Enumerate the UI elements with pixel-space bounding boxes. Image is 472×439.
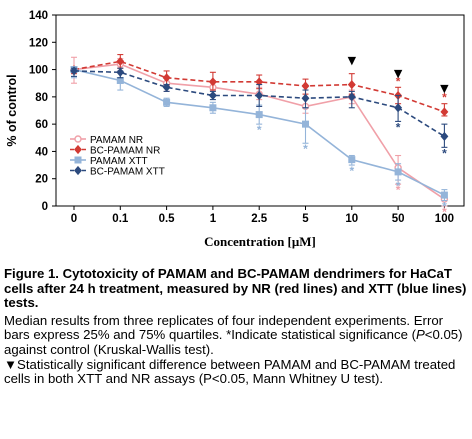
data-point	[301, 81, 310, 91]
significance-asterisk: *	[257, 123, 262, 137]
data-point	[162, 82, 171, 92]
data-point	[348, 156, 356, 164]
y-tick-label: 20	[35, 174, 48, 186]
significance-asterisk: *	[303, 142, 308, 156]
triangle-marker: ▼	[348, 54, 357, 67]
y-tick-label: 0	[42, 201, 48, 213]
caption-body-part1: Median results from three replicates of …	[4, 312, 444, 343]
significance-asterisk: *	[442, 205, 447, 219]
x-tick-label: 1	[210, 213, 217, 225]
significance-asterisk: *	[396, 183, 401, 197]
chart-series-group: ***********	[70, 54, 449, 219]
significance-asterisk: *	[349, 164, 354, 178]
data-point	[70, 66, 78, 76]
x-tick-label: 0.5	[159, 213, 176, 225]
y-tick-label: 100	[29, 65, 48, 77]
y-tick-label: 40	[35, 146, 48, 158]
data-point	[116, 56, 125, 66]
legend-marker	[74, 135, 82, 143]
data-point	[116, 76, 124, 84]
caption-triangle-note: ▼Statistically significant difference be…	[4, 356, 456, 387]
legend-label: BC-PAMAM XTT	[90, 167, 165, 178]
caption-body-italic: P	[415, 327, 425, 343]
data-point	[440, 107, 449, 117]
legend-marker	[74, 156, 82, 164]
x-axis-label: Concentration [μM]	[204, 234, 316, 249]
legend-label: BC-PAMAM NR	[90, 146, 160, 157]
chart-annotations: ▼ ▼ ▼	[348, 54, 450, 95]
legend-label: PAMAM NR	[90, 135, 143, 146]
chart-axes: 0 20 40 60 80 100 120 140 0 0.1 0.5 1 2.5 5 10 50 100 % o…	[5, 10, 465, 249]
legend-marker	[74, 165, 82, 176]
data-point	[440, 131, 449, 141]
x-tick-label: 100	[435, 213, 454, 225]
x-tick-label: 10	[345, 213, 358, 225]
legend-marker	[74, 144, 82, 155]
plot-frame	[55, 14, 465, 207]
y-axis-label: % of control	[5, 74, 19, 146]
data-point	[347, 80, 356, 90]
y-tick-label: 60	[35, 119, 48, 131]
x-tick-label: 0.1	[112, 213, 129, 225]
data-point	[116, 67, 125, 77]
legend-label: PAMAM XTT	[90, 156, 148, 167]
caption-body: Median results from three replicates of …	[4, 312, 468, 358]
data-point	[208, 90, 217, 101]
series-bc-pamam-xtt: **	[70, 66, 449, 160]
y-tick-label: 140	[29, 10, 48, 22]
data-point	[209, 104, 217, 112]
significance-asterisk: *	[442, 200, 447, 214]
data-point	[255, 90, 264, 101]
data-point	[347, 92, 356, 102]
significance-asterisk: *	[442, 146, 447, 160]
triangle-marker: ▼	[440, 82, 449, 95]
caption-body-part2: <0.05) against control (Kruskal-Wallis t…	[4, 327, 463, 357]
data-point	[394, 168, 402, 176]
significance-asterisk: *	[396, 74, 401, 88]
x-tick-label: 50	[392, 213, 405, 225]
series-bc-pamam-nr: **	[70, 54, 449, 117]
data-point	[162, 73, 171, 83]
data-point	[440, 191, 448, 199]
y-tick-label: 80	[35, 92, 48, 104]
triangle-marker: ▼	[394, 67, 403, 80]
figure-caption: Figure 1. Cytotoxicity of PAMAM and BC-P…	[4, 266, 468, 387]
x-tick-label: 0	[71, 213, 77, 225]
significance-asterisk: *	[396, 179, 401, 193]
significance-asterisk: *	[442, 91, 447, 105]
data-point	[301, 93, 310, 103]
chart: 0 20 40 60 80 100 120 140 0 0.1 0.5 1 2.5 5 10 50 100 % o…	[5, 10, 465, 249]
data-point	[302, 120, 309, 128]
data-point	[163, 98, 171, 106]
y-tick-label: 120	[29, 37, 48, 49]
x-tick-label: 2.5	[251, 213, 268, 225]
caption-title: Figure 1. Cytotoxicity of PAMAM and BC-P…	[4, 266, 467, 311]
data-point	[394, 103, 403, 113]
significance-asterisk: *	[396, 120, 401, 134]
series-pamam-xtt: *****	[70, 66, 448, 214]
data-point	[208, 77, 217, 87]
x-tick-label: 5	[302, 213, 309, 225]
data-point	[255, 111, 263, 119]
